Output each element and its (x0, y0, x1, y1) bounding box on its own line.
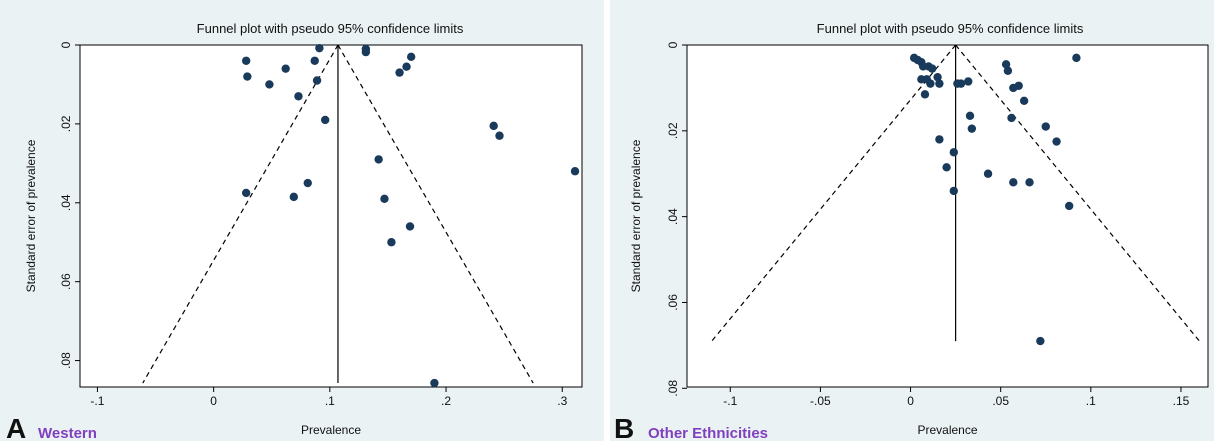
data-point-a (320, 115, 330, 125)
data-point-b (933, 72, 942, 82)
data-point-b (1009, 178, 1018, 187)
data-point-a (241, 56, 251, 65)
x-tick-label-b: .1 (1086, 394, 1096, 408)
y-tick-label-a: .02 (59, 115, 73, 132)
y-tick-label-a: .08 (59, 352, 73, 369)
data-point-b (1025, 178, 1034, 187)
data-point-a (281, 64, 290, 73)
funnel-right-limit-b (955, 44, 1200, 342)
data-point-b (964, 77, 973, 86)
x-tick-label-a: .1 (325, 394, 335, 408)
funnel-plot-western: Funnel plot with pseudo 95% confidence l… (0, 0, 604, 441)
x-axis-label-a: Prevalence (301, 423, 361, 437)
data-point-b (1052, 137, 1061, 146)
data-point-b (926, 79, 935, 88)
y-axis-label-b: Standard error of prevalence (629, 139, 643, 292)
y-tick-label-b: .08 (666, 380, 680, 397)
data-point-a (265, 80, 274, 89)
data-point-a (303, 178, 312, 188)
x-tick-label-b: .05 (992, 394, 1009, 408)
data-point-b (1003, 66, 1013, 75)
data-point-b (983, 169, 993, 178)
data-point-a (374, 155, 383, 164)
data-point-a (241, 188, 251, 198)
chart-title-a: Funnel plot with pseudo 95% confidence l… (197, 21, 464, 36)
data-point-a (315, 43, 324, 53)
data-point-b (1001, 60, 1011, 69)
data-point-b (942, 163, 951, 172)
y-tick-label-b: 0 (666, 41, 680, 48)
data-point-a (405, 222, 415, 231)
panel-b: Funnel plot with pseudo 95% confidence l… (610, 0, 1214, 444)
funnel-left-limit-a (142, 44, 339, 384)
data-point-b (965, 111, 975, 121)
data-point-b (967, 124, 977, 133)
x-tick-label-b: 0 (907, 394, 914, 408)
data-point-b (1007, 113, 1016, 123)
y-tick-label-a: .04 (59, 194, 73, 211)
data-point-b (1072, 53, 1081, 63)
data-point-b (920, 90, 930, 99)
x-tick-label-b: -.05 (810, 394, 831, 408)
data-point-b (1064, 201, 1074, 211)
data-point-a (310, 56, 319, 65)
x-tick-label-a: -.1 (90, 394, 104, 408)
data-point-b (1014, 81, 1023, 90)
data-point-a (406, 52, 416, 62)
data-point-b (956, 79, 966, 88)
panel-letter-b: B (614, 413, 635, 444)
x-tick-label-b: .15 (1173, 394, 1190, 408)
y-tick-label-b: .02 (666, 122, 680, 139)
data-point-a (387, 238, 396, 247)
x-tick-label-a: .2 (441, 394, 451, 408)
y-tick-label-a: 0 (59, 41, 73, 48)
x-axis-label-b: Prevalence (917, 423, 977, 437)
data-point-a (570, 167, 580, 176)
panel-a: Funnel plot with pseudo 95% confidence l… (0, 0, 604, 444)
y-tick-label-a: .06 (59, 273, 73, 290)
x-tick-label-a: 0 (210, 394, 217, 408)
data-point-a (489, 121, 498, 131)
data-point-b (1019, 96, 1029, 105)
data-point-a (361, 47, 371, 57)
data-point-a (289, 192, 299, 202)
data-point-b (935, 79, 944, 88)
data-point-a (395, 68, 404, 77)
data-point-a (380, 194, 389, 204)
x-tick-label-a: .3 (557, 394, 567, 408)
panel-letter-a: A (6, 413, 27, 444)
funnel-right-limit-a (337, 44, 534, 384)
data-point-b (927, 64, 937, 73)
data-point-a (294, 92, 303, 101)
plot-area-a (79, 44, 583, 388)
y-tick-label-b: .04 (666, 208, 680, 225)
y-tick-label-b: .06 (666, 294, 680, 311)
chart-title-b: Funnel plot with pseudo 95% confidence l… (817, 21, 1084, 36)
data-point-b (949, 186, 959, 196)
data-point-a (312, 76, 322, 85)
funnel-left-limit-b (711, 44, 957, 342)
data-point-b (935, 135, 944, 144)
data-point-b (1041, 122, 1050, 131)
data-point-a (243, 72, 252, 81)
data-point-a (402, 62, 411, 71)
panel-subtitle-western: Western (38, 425, 97, 442)
funnel-plot-other-ethnicities: Funnel plot with pseudo 95% confidence l… (610, 0, 1214, 441)
plot-area-b (686, 44, 1209, 388)
data-point-a (430, 378, 439, 388)
data-point-b (1036, 336, 1045, 346)
x-tick-label-b: -.1 (723, 394, 737, 408)
data-point-a (495, 131, 504, 140)
data-point-b (949, 148, 959, 157)
y-axis-label-a: Standard error of prevalence (24, 139, 38, 292)
panel-subtitle-other-ethnicities: Other Ethnicities (648, 425, 769, 442)
